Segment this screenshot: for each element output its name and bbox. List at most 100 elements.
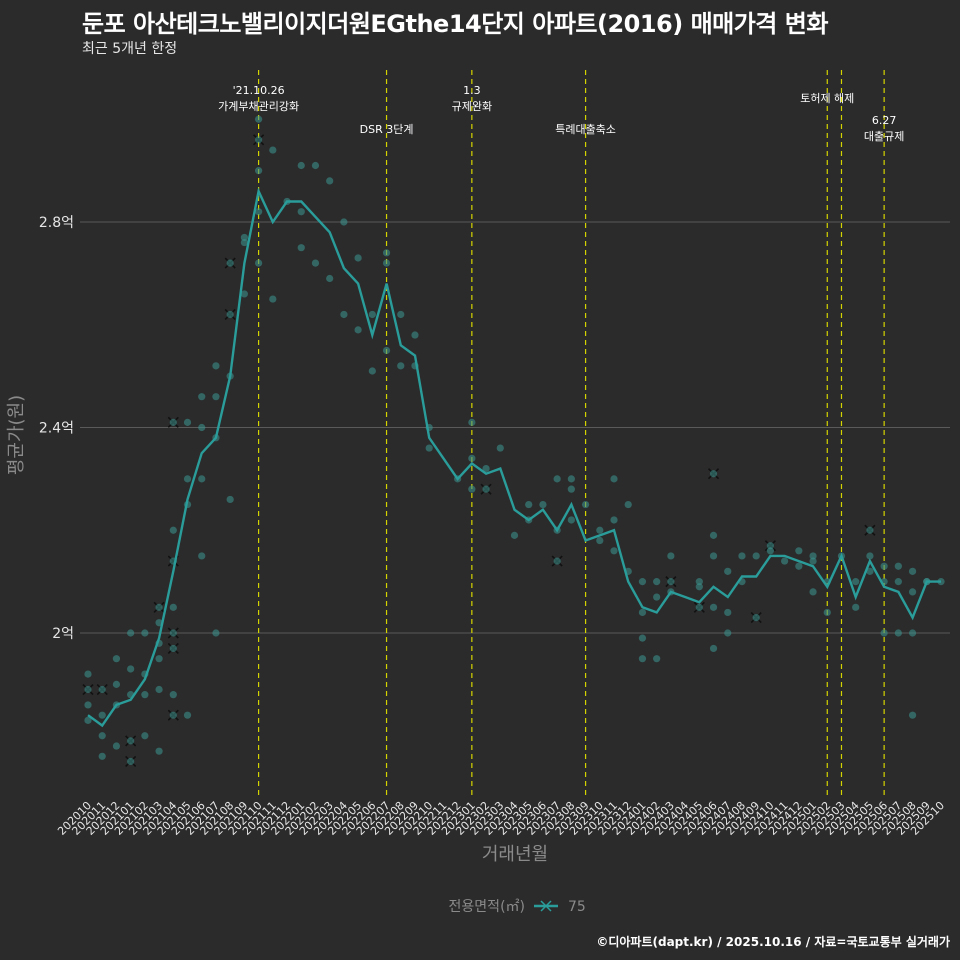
transaction-point <box>368 367 376 375</box>
transaction-point <box>468 454 476 462</box>
transaction-point <box>894 562 902 570</box>
transaction-point <box>766 542 775 550</box>
transaction-point <box>596 526 604 534</box>
transaction-point <box>781 557 789 565</box>
transaction-point <box>724 629 732 637</box>
event-label: DSR 3단계 <box>360 123 414 136</box>
event-label: 규제완화 <box>452 100 492 113</box>
transaction-point <box>553 475 561 483</box>
y-tick-label: 2억 <box>52 626 74 642</box>
transaction-point <box>155 685 163 694</box>
transaction-point <box>738 552 746 560</box>
transaction-point <box>809 557 817 565</box>
x-axis-ticks: 2020102020112020122021012021022021032021… <box>55 799 947 838</box>
transaction-point <box>581 500 590 509</box>
transaction-point <box>169 418 177 426</box>
transaction-point <box>709 603 718 611</box>
transaction-point <box>112 680 121 688</box>
transaction-point <box>894 578 902 586</box>
transaction-point <box>183 418 192 426</box>
event-label: 1.3 <box>463 84 481 97</box>
transaction-point <box>212 362 220 370</box>
source-caption: ©디아파트(dapt.kr) / 2025.10.16 / 자료=국토교통부 실… <box>596 935 950 949</box>
y-tick-label: 2.4억 <box>39 421 74 437</box>
transaction-point <box>212 393 220 401</box>
transaction-point <box>809 552 817 560</box>
transaction-point <box>297 244 305 252</box>
transaction-point <box>240 290 248 298</box>
transaction-point <box>567 475 575 483</box>
transaction-point <box>198 393 206 401</box>
transaction-point <box>198 423 206 432</box>
transaction-point <box>127 665 135 673</box>
series-line-75 <box>87 187 941 728</box>
transaction-point <box>382 249 391 257</box>
transaction-point <box>496 444 504 452</box>
legend-swatch-cross <box>540 900 552 912</box>
page-title: 둔포 아산테크노밸리이지더원EGthe14단지 아파트(2016) 매매가격 변… <box>82 10 828 38</box>
event-label: '21.10.26 <box>233 84 285 97</box>
transaction-point <box>653 655 661 663</box>
transaction-point <box>709 644 718 653</box>
transaction-point <box>382 259 391 267</box>
transaction-point <box>169 691 177 699</box>
transaction-point <box>908 711 917 719</box>
transaction-point <box>311 161 320 170</box>
transaction-point <box>795 547 803 555</box>
transaction-point <box>155 747 163 755</box>
transaction-point <box>852 603 860 611</box>
transaction-point <box>852 578 860 586</box>
transaction-point <box>709 552 718 560</box>
transaction-point <box>226 495 234 504</box>
transaction-point <box>866 567 874 575</box>
transaction-point <box>141 691 149 699</box>
transaction-point <box>567 485 575 493</box>
transaction-point <box>98 752 106 760</box>
transaction-point <box>908 588 917 596</box>
event-label: 토허제 해제 <box>800 91 854 105</box>
transaction-point <box>510 531 519 539</box>
gridlines <box>80 221 950 634</box>
page-subtitle: 최근 5개년 한정 <box>82 41 178 57</box>
transaction-point <box>255 167 263 175</box>
transaction-point <box>226 310 234 319</box>
transaction-point <box>638 578 647 586</box>
transaction-point <box>752 613 760 622</box>
y-axis-title: 평균가(원) <box>6 395 27 475</box>
transaction-point <box>169 711 177 719</box>
transaction-point <box>382 346 391 355</box>
transaction-point <box>539 500 547 509</box>
event-label: 대출규제 <box>864 130 904 143</box>
legend-title: 전용면적(㎡) <box>449 899 525 915</box>
transaction-point <box>183 475 192 483</box>
transaction-point <box>98 711 106 719</box>
transaction-point <box>326 274 334 283</box>
transaction-point <box>98 685 106 694</box>
transaction-point <box>638 608 647 617</box>
transaction-point <box>255 136 263 144</box>
transaction-point <box>908 629 917 637</box>
transaction-point <box>667 552 675 560</box>
transaction-point <box>155 603 163 611</box>
transaction-point <box>908 567 917 575</box>
transaction-point <box>653 593 661 601</box>
transaction-point <box>610 475 618 483</box>
transaction-point <box>141 732 149 740</box>
transaction-point <box>84 701 92 709</box>
transaction-point <box>809 588 817 596</box>
event-label: 특례대출축소 <box>555 123 616 136</box>
transaction-point <box>269 146 277 154</box>
transaction-point <box>340 310 348 319</box>
transaction-point <box>724 608 732 617</box>
transaction-point <box>326 177 334 185</box>
transaction-point <box>240 233 248 242</box>
event-label: 6.27 <box>872 114 897 127</box>
transaction-point <box>752 552 760 560</box>
transaction-point <box>653 578 661 586</box>
transaction-point <box>482 465 490 473</box>
transaction-point <box>169 603 177 611</box>
transaction-point <box>340 218 348 226</box>
transaction-point <box>198 552 206 560</box>
transaction-point <box>610 516 618 524</box>
